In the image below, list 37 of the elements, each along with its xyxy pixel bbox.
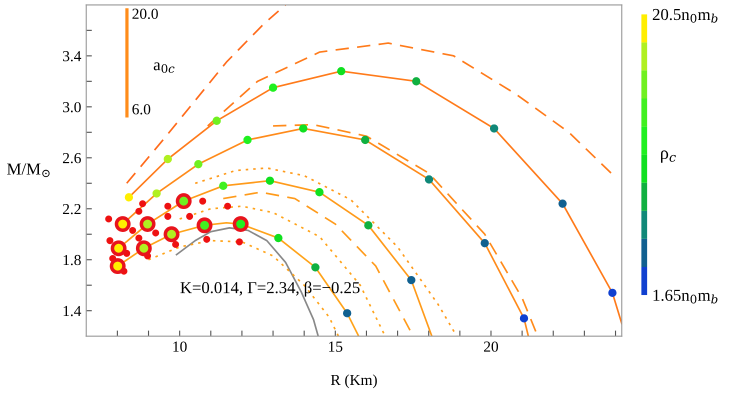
- point: [203, 236, 210, 243]
- color-bar-label: 1.65n$_{0}$m$_{b}$: [654, 290, 718, 304]
- point: [199, 198, 206, 205]
- y-tick-label: 2.2: [62, 204, 81, 214]
- x-tick-label: 15: [329, 342, 342, 352]
- x-axis-title: R (Km): [330, 374, 377, 388]
- color-bar-label: 20.5n$_{0}$m$_{b}$: [652, 8, 718, 23]
- y-tick-label: 2.6: [62, 152, 81, 164]
- point: [152, 229, 160, 236]
- point: [172, 240, 180, 248]
- point: [164, 202, 172, 210]
- point: [105, 215, 112, 222]
- point: [123, 250, 130, 257]
- x-tick-label: 20: [484, 341, 498, 352]
- point: [135, 234, 142, 242]
- point: [139, 200, 146, 208]
- line-series: [178, 205, 386, 336]
- y-tick-label: 3.0: [63, 102, 81, 112]
- point: [135, 208, 142, 215]
- point: [236, 238, 243, 246]
- point: [106, 237, 114, 244]
- y-axis-title: M/M$_{⊙}$: [7, 164, 50, 178]
- annotation: a$_{0c}$: [154, 62, 174, 73]
- point: [164, 212, 172, 220]
- point: [109, 254, 116, 262]
- y-tick-label: 3.4: [63, 51, 82, 62]
- y-tick-label: 1.4: [64, 306, 82, 316]
- annotation: 6.0: [132, 104, 150, 114]
- point: [186, 212, 194, 220]
- point: [129, 226, 136, 234]
- point: [224, 202, 232, 210]
- color-bar-title: ρ$_{c}$: [661, 150, 676, 163]
- point: [144, 252, 152, 260]
- line-series: [126, 4, 286, 184]
- annotation: 20.0: [132, 8, 158, 20]
- x-tick-label: 10: [173, 341, 187, 352]
- y-tick-label: 1.8: [64, 254, 81, 266]
